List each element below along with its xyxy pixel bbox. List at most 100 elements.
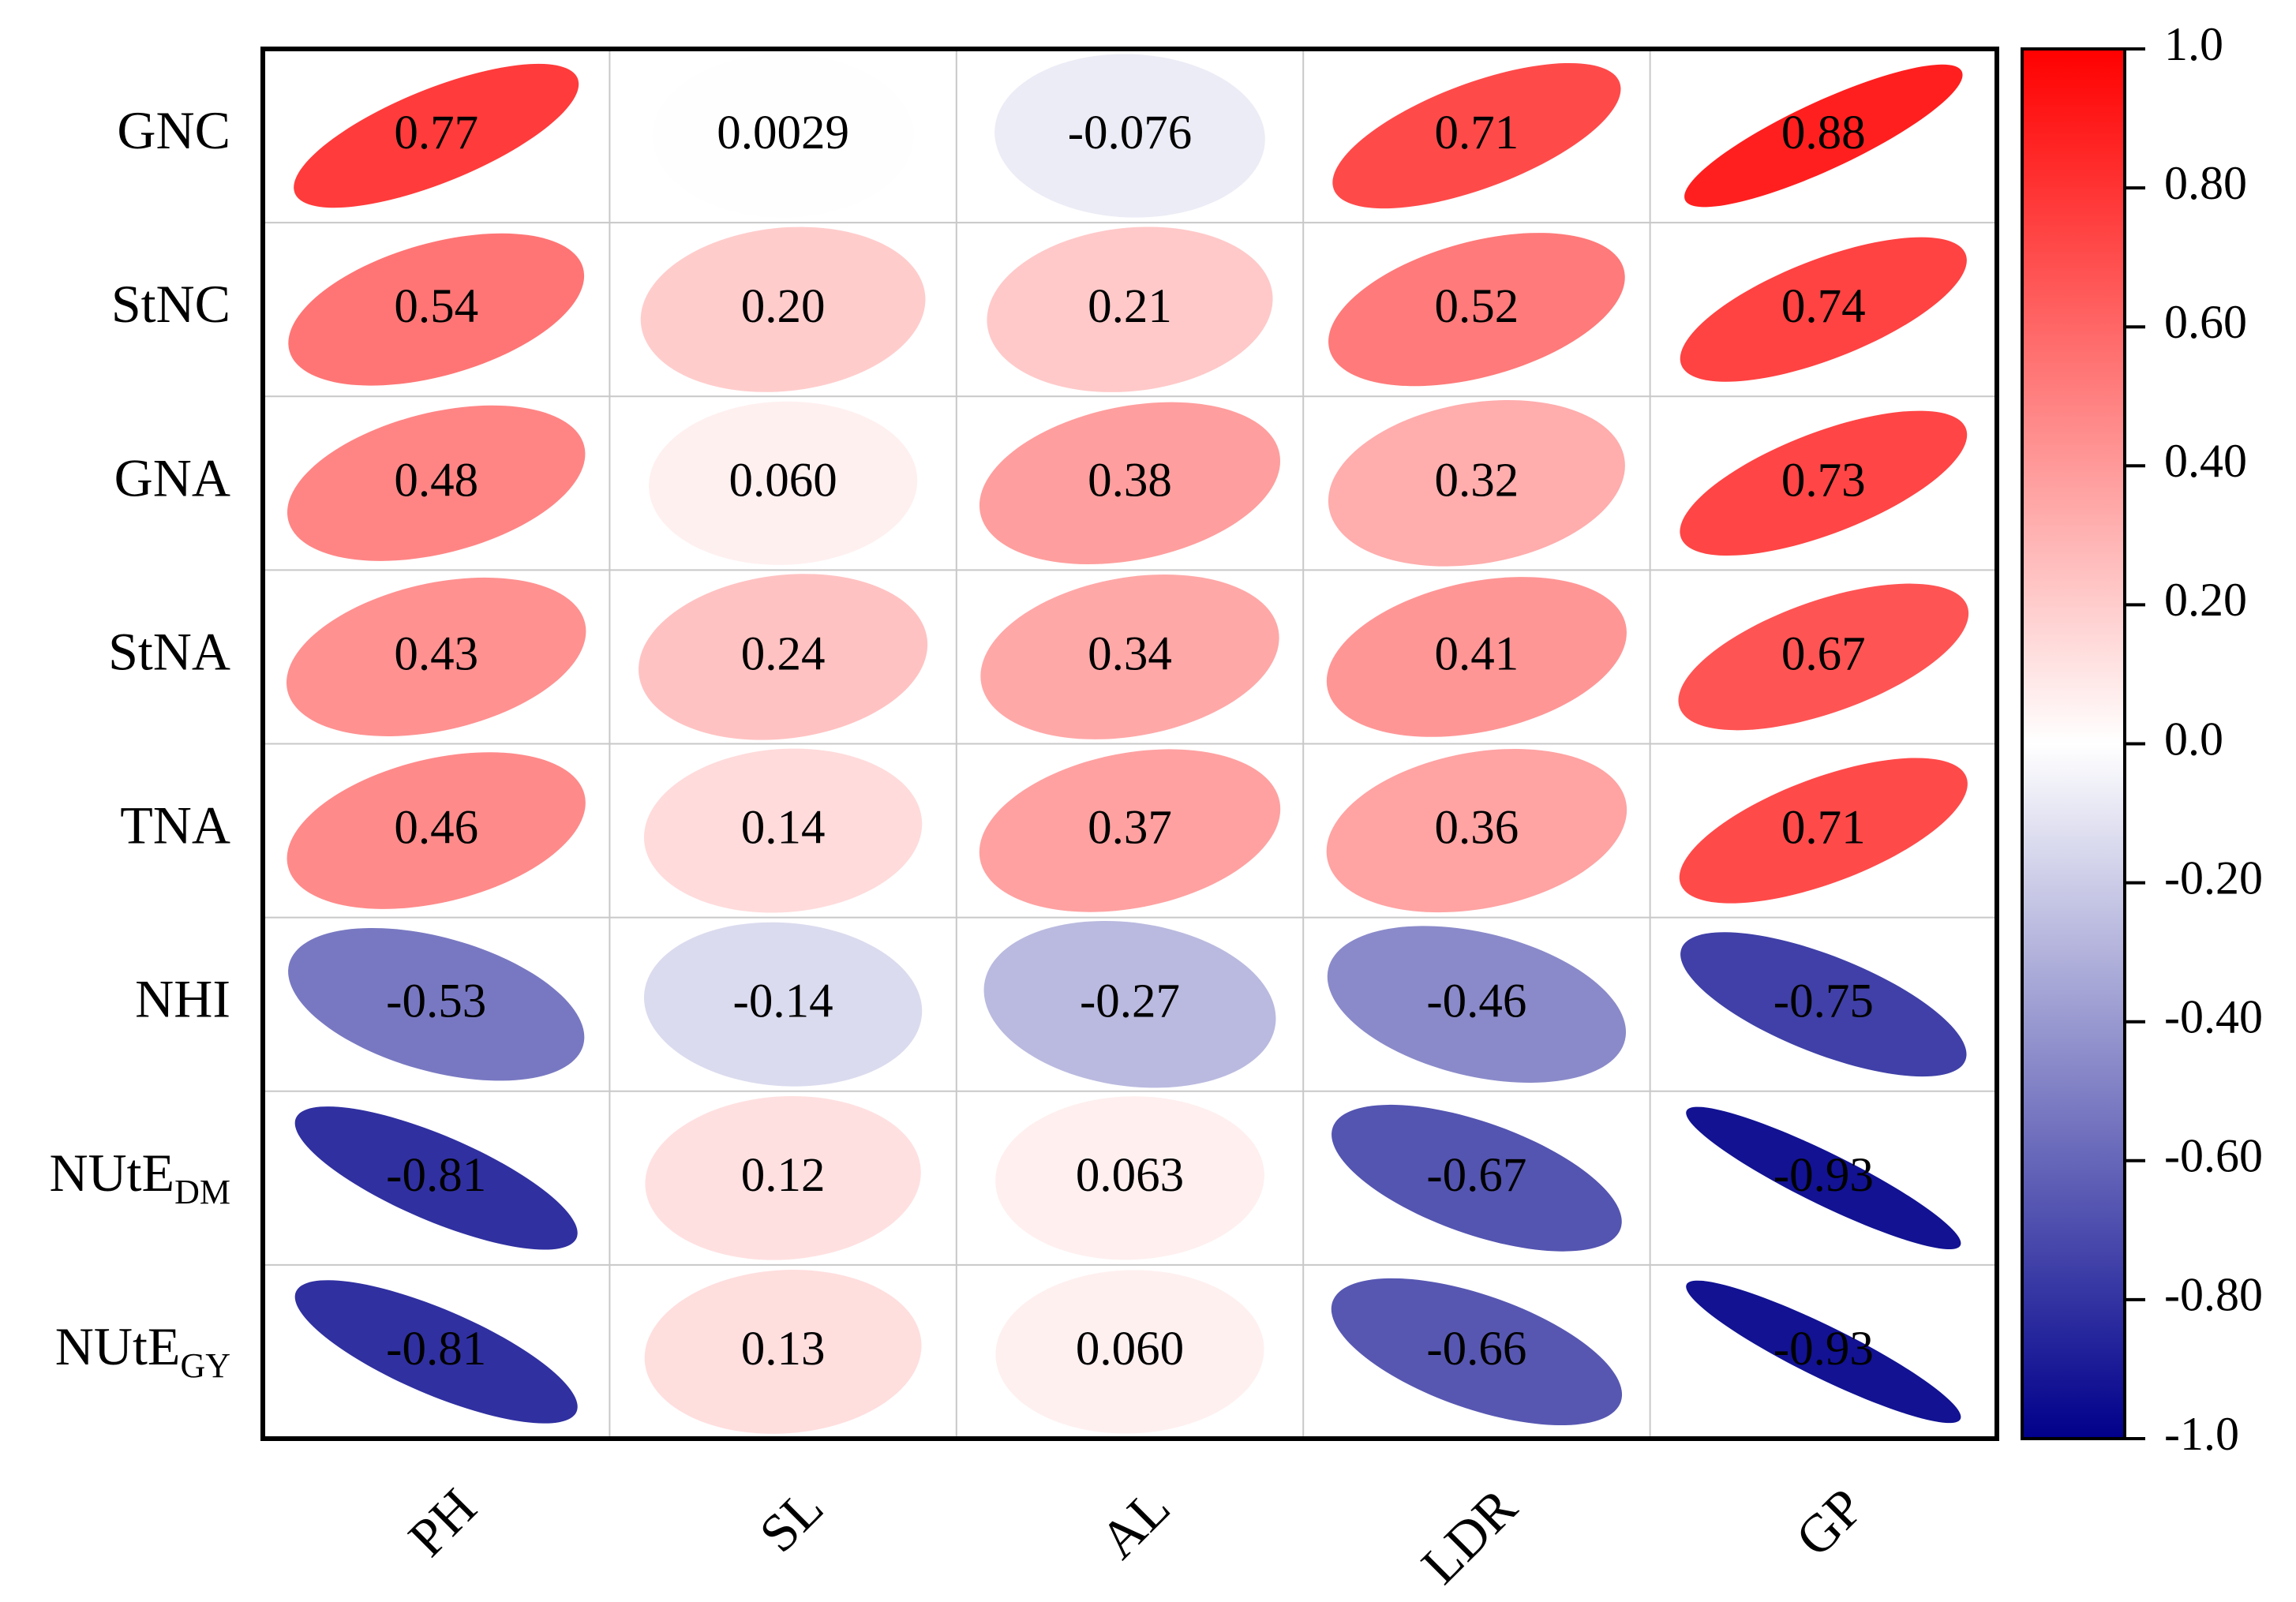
cell-value-label: 0.37 xyxy=(1088,802,1172,855)
cell-value-label: 0.32 xyxy=(1435,454,1519,507)
cell-value-label: 0.34 xyxy=(1088,627,1172,680)
row-label: NUtEDM xyxy=(49,1142,230,1211)
cell-value-label: -0.81 xyxy=(386,1149,486,1202)
cell-value-label: 0.74 xyxy=(1781,280,1866,333)
column-labels: PH SL AL LDR GP xyxy=(397,1477,1875,1595)
row-label: TNA xyxy=(120,795,230,855)
cell-value-label: 0.12 xyxy=(741,1149,826,1202)
cell-value-label: -0.53 xyxy=(386,975,486,1028)
colorbar-gradient xyxy=(2021,47,2126,1440)
grid-lines xyxy=(263,49,1997,1439)
cell-ellipse xyxy=(643,922,923,1087)
cell-value-label: 0.88 xyxy=(1781,107,1866,159)
colorbar-tick-label: 0.0 xyxy=(2164,713,2223,765)
cell-value-label: -0.93 xyxy=(1774,1149,1874,1202)
cell-ellipse xyxy=(1328,399,1625,567)
cell-ellipse xyxy=(294,1106,578,1250)
cell-ellipse xyxy=(643,748,923,913)
row-label: StNC xyxy=(111,274,230,334)
cell-value-label: -0.27 xyxy=(1080,975,1180,1028)
cell-value-label: 0.24 xyxy=(741,627,826,680)
cell-ellipse xyxy=(652,54,914,218)
cell-value-label: -0.81 xyxy=(386,1323,486,1376)
cell-ellipse xyxy=(1328,233,1625,387)
colorbar-tick-label: 1.0 xyxy=(2164,18,2223,70)
column-label: AL xyxy=(1088,1477,1182,1570)
cell-value-label: 0.46 xyxy=(394,802,478,855)
cell-value-label: -0.67 xyxy=(1426,1149,1526,1202)
column-label: SL xyxy=(747,1477,834,1563)
row-label: NHI xyxy=(135,968,230,1028)
cell-value-label: 0.41 xyxy=(1435,627,1519,680)
plot-frame xyxy=(260,47,1999,1441)
cell-ellipse xyxy=(995,1270,1264,1434)
cell-ellipse xyxy=(1686,1106,1961,1250)
cell-value-label: 0.38 xyxy=(1088,454,1172,507)
cell-ellipse xyxy=(1680,237,1967,382)
cell-ellipse xyxy=(639,574,928,740)
cell-value-label: 0.73 xyxy=(1781,454,1866,507)
cell-ellipse xyxy=(979,749,1281,912)
cell-ellipse xyxy=(645,1095,921,1260)
column-label: LDR xyxy=(1410,1477,1528,1595)
cell-ellipse xyxy=(1684,64,1963,208)
cell-value-label: -0.46 xyxy=(1426,975,1526,1028)
cell-value-label: 0.54 xyxy=(394,280,478,333)
colorbar-tick-label: -1.0 xyxy=(2164,1408,2239,1460)
cell-value-label: -0.076 xyxy=(1068,107,1193,159)
cell-ellipse xyxy=(288,927,585,1081)
cell-value-label: -0.75 xyxy=(1774,975,1874,1028)
cell-value-label: -0.93 xyxy=(1774,1323,1874,1376)
cell-ellipse xyxy=(1331,1278,1623,1426)
cell-value-label: 0.13 xyxy=(741,1323,826,1376)
colorbar-tick-label: -0.60 xyxy=(2164,1130,2263,1182)
cell-ellipse xyxy=(287,752,586,909)
cell-value-label: 0.14 xyxy=(741,802,826,855)
cell-value-label: 0.36 xyxy=(1435,802,1519,855)
cell-value-label: 0.71 xyxy=(1781,802,1866,855)
row-label: GNC xyxy=(117,100,230,160)
cell-ellipse xyxy=(294,63,579,208)
cell-value-label: 0.0029 xyxy=(717,107,849,159)
colorbar-tick-label: 0.60 xyxy=(2164,296,2247,348)
cell-ellipse xyxy=(1680,932,1967,1077)
cell-value-label: 0.063 xyxy=(1076,1149,1184,1202)
cell-value-label: 0.48 xyxy=(394,454,478,507)
cell-ellipse xyxy=(287,577,586,736)
cell-ellipse xyxy=(640,226,926,392)
cell-ellipse xyxy=(987,226,1273,392)
cell-ellipse xyxy=(649,401,918,565)
cell-ellipse xyxy=(1679,758,1968,904)
cell-ellipse xyxy=(995,1096,1264,1260)
cell-value-label: 0.71 xyxy=(1435,107,1519,159)
cell-ellipse xyxy=(294,1280,578,1424)
column-label: GP xyxy=(1784,1477,1875,1567)
cell-ellipse xyxy=(1678,583,1969,731)
row-label: NUtEGY xyxy=(55,1316,230,1385)
colorbar-tick-label: -0.20 xyxy=(2164,852,2263,904)
colorbar-tick-label: -0.80 xyxy=(2164,1269,2263,1321)
cell-ellipse xyxy=(979,402,1281,564)
cell-value-label: 0.060 xyxy=(1076,1323,1184,1376)
cell-ellipse xyxy=(1326,749,1627,913)
cell-value-label: 0.67 xyxy=(1781,627,1866,680)
cell-ellipse xyxy=(994,54,1265,218)
cell-value-label: -0.14 xyxy=(733,975,833,1028)
row-label: StNA xyxy=(108,621,230,681)
cell-value-label: 0.21 xyxy=(1088,280,1172,333)
row-labels: GNC StNC GNA StNA TNA NHI NUtEDM NUtEGY xyxy=(49,100,230,1385)
cell-value-label: 0.52 xyxy=(1435,280,1519,333)
cell-ellipse xyxy=(1332,62,1621,209)
cell-ellipse xyxy=(287,405,586,561)
cell-value-label: -0.66 xyxy=(1426,1323,1526,1376)
colorbar-tick-label: -0.40 xyxy=(2164,990,2263,1042)
cell-ellipse xyxy=(1327,926,1627,1083)
column-label: PH xyxy=(397,1477,488,1567)
colorbar-tick-label: 0.80 xyxy=(2164,157,2247,209)
cell-ellipse xyxy=(1326,577,1627,737)
cell-value-label: 0.43 xyxy=(394,627,478,680)
colorbar: 1.0 0.80 0.60 0.40 0.20 0.0 -0.20 -0.40 -0.60 -0.… xyxy=(2021,18,2263,1460)
cell-value-label: 0.77 xyxy=(394,107,478,159)
cell-ellipse xyxy=(980,575,1279,739)
colorbar-tick-label: 0.20 xyxy=(2164,574,2247,626)
